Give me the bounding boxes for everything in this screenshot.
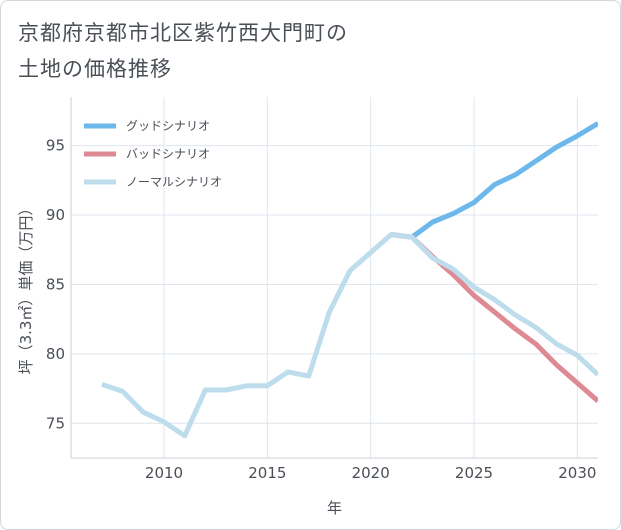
series-group bbox=[101, 121, 598, 439]
legend-label-0: グッドシナリオ bbox=[126, 119, 210, 133]
x-tick-label-2020: 2020 bbox=[352, 464, 390, 482]
x-tick-label-2025: 2025 bbox=[455, 464, 493, 482]
x-axis-ticks: 2010 2015 2020 2025 2030 bbox=[145, 464, 597, 482]
y-tick-label-90: 90 bbox=[46, 206, 65, 224]
series-line-1 bbox=[390, 232, 598, 403]
plot-area bbox=[70, 97, 598, 459]
chart-title-line2: 土地の価格推移 bbox=[18, 57, 172, 81]
legend-label-1: バッドシナリオ bbox=[126, 147, 210, 161]
series-line-0 bbox=[390, 121, 598, 240]
y-axis-ticks: 75 80 85 90 95 bbox=[46, 137, 65, 433]
y-tick-label-85: 85 bbox=[46, 275, 65, 293]
y-axis-label: 坪（3.3㎡）単価（万円） bbox=[17, 201, 35, 375]
y-tick-label-75: 75 bbox=[46, 414, 65, 432]
y-tick-label-95: 95 bbox=[46, 137, 65, 155]
series-layer bbox=[101, 121, 598, 439]
x-axis-label: 年 bbox=[327, 499, 342, 517]
chart-title-line1: 京都府京都市北区紫竹西大門町の bbox=[18, 21, 348, 45]
x-tick-label-2015: 2015 bbox=[248, 464, 286, 482]
grid-lines bbox=[71, 97, 598, 458]
series-line-2 bbox=[101, 232, 598, 439]
x-tick-label-2030: 2030 bbox=[558, 464, 596, 482]
y-tick-label-80: 80 bbox=[46, 345, 65, 363]
x-tick-label-2010: 2010 bbox=[145, 464, 183, 482]
legend-label-2: ノーマルシナリオ bbox=[126, 175, 222, 189]
